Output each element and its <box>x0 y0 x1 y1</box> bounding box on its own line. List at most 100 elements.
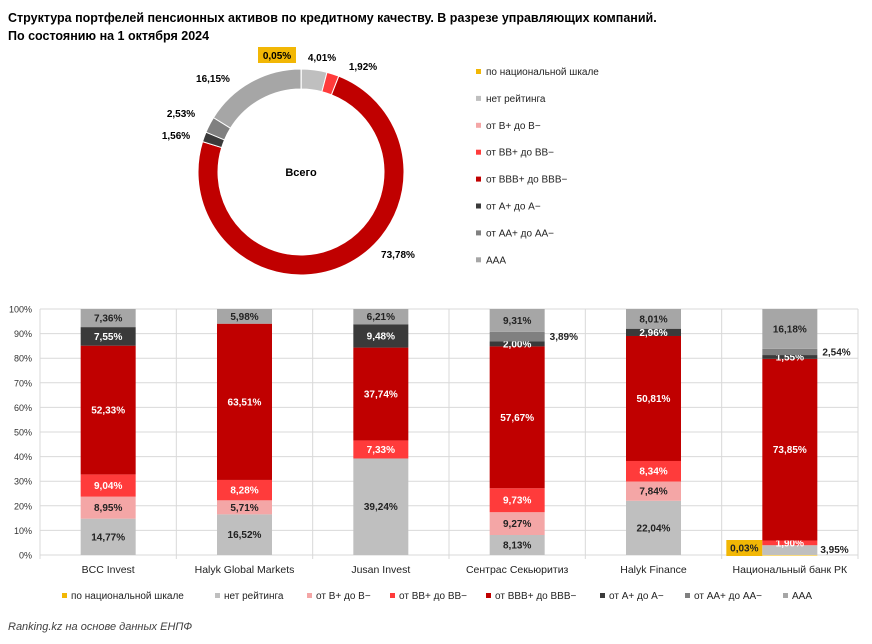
y-tick-label: 80% <box>14 354 32 364</box>
bar-segment-нет-рейтинга <box>626 500 681 555</box>
bar-segment-от-bbb-до-bbb <box>762 358 818 541</box>
bar-segment-от-bb-до-bb <box>217 479 272 501</box>
bar-segment-от-aa-до-aa <box>762 348 818 356</box>
bar-data-label: 6,21% <box>367 312 395 323</box>
donut-legend-label: по национальной шкале <box>486 67 599 78</box>
bar-data-label: 3,89% <box>550 332 578 343</box>
y-tick-label: 30% <box>14 477 32 487</box>
bar-segment-от-bbb-до-bbb <box>217 323 272 480</box>
bar-legend-label: нет рейтинга <box>224 591 284 602</box>
y-tick-label: 70% <box>14 378 32 388</box>
bar-data-label: 2,00% <box>503 339 531 350</box>
bar-data-label: 0,03% <box>730 544 758 555</box>
bar-segment-от-bb-до-bb <box>80 474 136 497</box>
chart-title: Структура портфелей пенсионных активов п… <box>8 9 868 45</box>
bar-segment-нет-рейтинга <box>80 518 136 555</box>
source-note: Ranking.kz на основе данных ЕНПФ <box>8 621 193 633</box>
bar-legend-swatch <box>215 593 220 598</box>
donut-legend-swatch <box>476 149 481 155</box>
donut-data-label: 0,05% <box>263 51 291 62</box>
bar-segment-от-bbb-до-bbb <box>80 345 136 475</box>
chart-title-line-1: Структура портфелей пенсионных активов п… <box>8 11 657 25</box>
bar-data-label: 63,51% <box>228 397 262 408</box>
donut-slice-от-bbb-до-bbb <box>197 75 405 276</box>
bar-legend-swatch <box>390 593 395 598</box>
bar-data-label: 14,77% <box>91 532 125 543</box>
bar-segment-нет-рейтинга <box>217 514 272 555</box>
bar-legend-label: от BB+ до BB− <box>399 591 467 602</box>
bar-data-label: 2,54% <box>822 347 850 358</box>
bar-segment-aaa <box>353 309 409 325</box>
donut-legend-label: от BB+ до BB− <box>486 148 554 159</box>
bar-legend-label: от B+ до B− <box>316 591 371 602</box>
x-category-label: Сентрас Секьюритиз <box>466 564 569 576</box>
bar-data-label: 73,85% <box>773 445 807 456</box>
bar-legend-label: от A+ до A− <box>609 591 664 602</box>
x-category-label: Halyk Finance <box>620 564 687 576</box>
bar-data-label: 8,34% <box>639 467 667 478</box>
donut-legend-swatch <box>476 230 481 236</box>
bar-data-label: 2,96% <box>639 328 667 339</box>
bar-segment-от-a-до-a <box>489 341 545 347</box>
y-tick-label: 10% <box>14 526 32 536</box>
bar-segment-от-a-до-a <box>762 355 818 359</box>
bar-data-label: 16,18% <box>773 324 807 335</box>
donut-legend-swatch <box>476 122 481 128</box>
bar-data-label: 16,52% <box>228 530 262 541</box>
bar-data-label: 5,98% <box>230 312 258 323</box>
bar-data-label: 8,95% <box>94 503 122 514</box>
donut-center-label: Всего <box>285 167 317 179</box>
y-tick-label: 60% <box>14 403 32 413</box>
donut-legend-label: от BBB+ до BBB− <box>486 175 568 186</box>
bar-legend-swatch <box>600 593 605 598</box>
bar-data-label: 9,04% <box>94 481 122 492</box>
bar-segment-нет-рейтинга <box>762 545 818 555</box>
y-tick-label: 90% <box>14 329 32 339</box>
bar-segment-aaa <box>80 309 136 328</box>
donut-slice-aaa <box>212 68 302 129</box>
bar-legend-swatch <box>783 593 788 598</box>
bar-data-label: 9,48% <box>367 331 395 342</box>
bar-data-label: 1,55% <box>776 352 804 363</box>
donut-legend-swatch <box>476 69 481 74</box>
bar-legend-label: от AA+ до AA− <box>694 591 762 602</box>
donut-chart: 0,05% 4,01% 1,92% 73,78% 1,56% 2,53% 16,15% Все… <box>162 47 415 276</box>
donut-legend: по национальной шкале нет рейтинга от B+ д… <box>476 67 599 266</box>
bar-legend-label: AAA <box>792 591 812 602</box>
donut-legend-swatch <box>476 257 481 263</box>
bar-data-label: 8,01% <box>639 314 667 325</box>
bar-data-label: 8,28% <box>230 486 258 497</box>
donut-data-label: 4,01% <box>308 53 336 64</box>
y-tick-label: 100% <box>9 305 32 315</box>
donut-data-label: 73,78% <box>381 250 415 261</box>
donut-legend-label: от B+ до B− <box>486 121 541 132</box>
bar-segment-от-bb-до-bb <box>489 488 545 513</box>
bar-legend-swatch <box>307 593 312 598</box>
bar-data-label: 7,84% <box>639 487 667 498</box>
y-tick-label: 0% <box>19 551 32 561</box>
donut-data-label: 1,92% <box>349 62 377 73</box>
x-category-label: Национальный банк РК <box>733 564 848 576</box>
bar-data-label: 39,24% <box>364 502 398 513</box>
donut-legend-label: от AA+ до AA− <box>486 228 554 239</box>
bar-data-label: 9,27% <box>503 519 531 530</box>
stacked-bar-chart: 0% 10% 20% 30% 40% 50% 60% 70% 80% 90% 100% 14,77% 8… <box>9 305 859 576</box>
bar-segment-от-a-до-a <box>80 327 136 346</box>
bar-segment-aaa <box>489 309 545 332</box>
bar-segment-aaa <box>626 309 681 329</box>
bar-segment-от-bbb-до-bbb <box>353 347 409 441</box>
bar-data-label: 7,33% <box>367 445 395 456</box>
donut-legend-swatch <box>476 95 481 101</box>
bar-data-label: 52,33% <box>91 406 125 417</box>
bar-legend-swatch <box>685 593 690 598</box>
bar-data-label: 37,74% <box>364 390 398 401</box>
bar-data-label: 3,95% <box>820 545 848 556</box>
bar-segment-по-национальной-шкале <box>762 554 818 556</box>
bar-legend-swatch <box>62 593 67 598</box>
bar-legend-swatch <box>486 593 491 598</box>
bar-segment-от-aa-до-aa <box>489 331 545 342</box>
x-category-label: BCC Invest <box>82 564 135 576</box>
donut-legend-label: от A+ до A− <box>486 202 541 213</box>
bar-segment-от-a-до-a <box>626 328 681 336</box>
